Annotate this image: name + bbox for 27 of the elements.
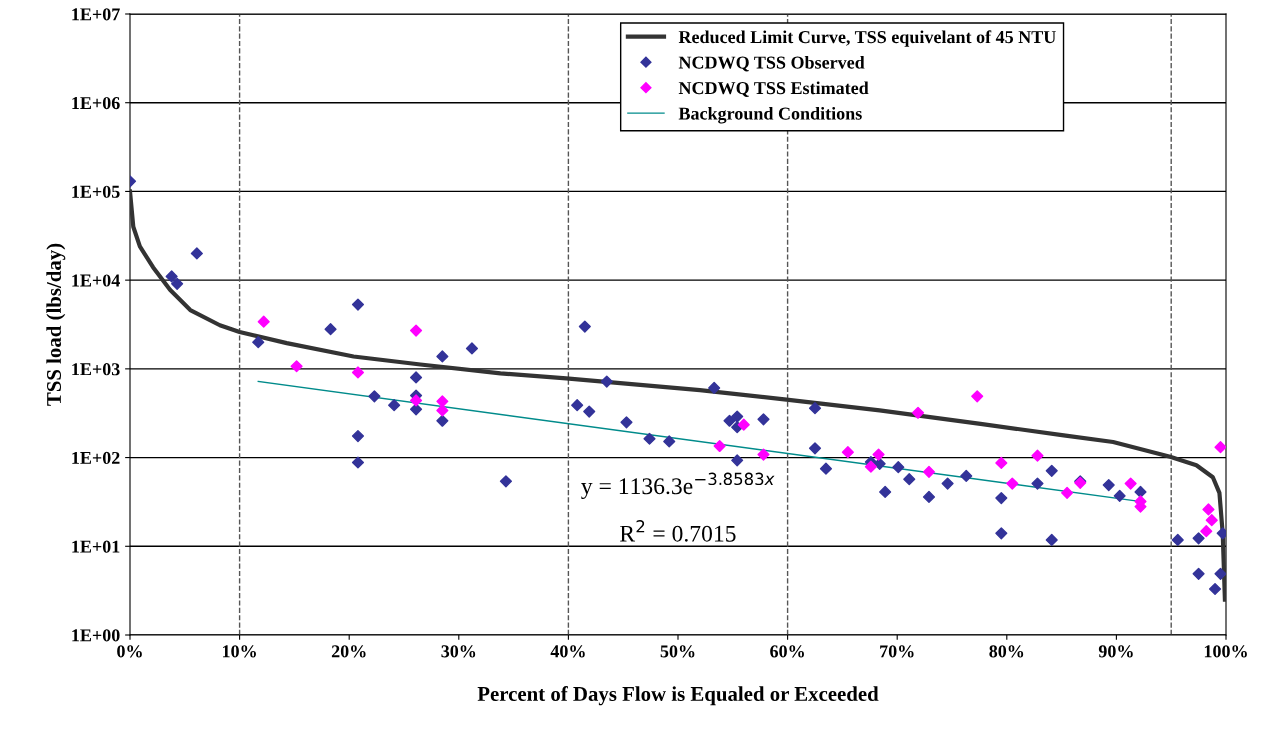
x-axis-title: Percent of Days Flow is Equaled or Exceeded: [477, 686, 879, 706]
x-tick-label: 60%: [770, 645, 804, 658]
y-tick-label: 1E+04: [72, 274, 120, 287]
legend-label: Reduced Limit Curve, TSS equivelant of 45 NTU: [678, 30, 1056, 47]
x-tick-label: 70%: [880, 645, 914, 658]
y-axis-title: TSS load (lbs/day): [46, 243, 66, 406]
annotation: R$^{2}$ = 0.7015: [620, 520, 736, 542]
y-tick-label: 1E+02: [72, 451, 120, 465]
x-tick-label: 10%: [222, 645, 256, 658]
x-tick-label: 0%: [117, 645, 142, 658]
x-tick-label: 100%: [1204, 645, 1247, 658]
y-tick-label: 1E+00: [72, 629, 120, 642]
x-tick-label: 40%: [550, 645, 585, 658]
x-tick-label: 30%: [441, 645, 476, 658]
x-tick-label: 20%: [331, 645, 366, 658]
legend-label: Background Conditions: [678, 106, 862, 124]
y-tick-label: 1E+06: [72, 96, 120, 110]
y-tick-label: 1E+03: [72, 363, 120, 376]
y-tick-label: 1E+05: [72, 185, 120, 198]
y-tick-label: 1E+07: [72, 8, 120, 21]
annotation: y = 1136.3e$^{−3.8583x}$: [581, 472, 775, 500]
y-tick-label: 1E+01: [72, 540, 120, 553]
legend-label: NCDWQ TSS Estimated: [678, 81, 869, 97]
x-tick-label: 90%: [1098, 645, 1133, 658]
x-tick-label: 80%: [989, 645, 1024, 658]
x-tick-label: 50%: [660, 645, 695, 658]
legend-label: NCDWQ TSS Observed: [678, 55, 865, 72]
